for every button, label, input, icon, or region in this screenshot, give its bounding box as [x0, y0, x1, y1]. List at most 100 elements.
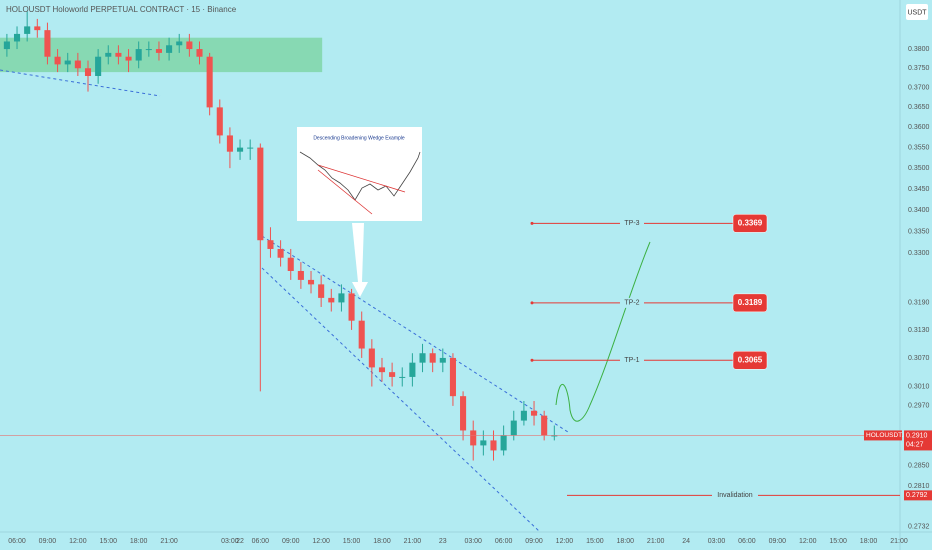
candle-body [186, 41, 193, 50]
y-tick-label: 0.3350 [908, 228, 930, 235]
candle-body [541, 415, 548, 436]
candle-body [530, 410, 538, 416]
y-tick-label: 0.3600 [908, 124, 930, 131]
inset-line [317, 169, 373, 215]
x-tick-label: 06:00 [8, 538, 26, 545]
x-tick-label: 15:00 [343, 538, 361, 545]
target-value-box [732, 351, 768, 370]
candle-body [64, 60, 71, 65]
invalidation-value-box [904, 490, 932, 501]
inset-example: Descending Broadening Wedge Example [297, 127, 422, 221]
candle-body [115, 52, 122, 57]
candle-body [338, 293, 345, 303]
x-tick-label: 03:00 [708, 538, 726, 545]
y-tick-label: 0.3400 [908, 207, 930, 214]
candle-body [84, 68, 92, 76]
x-tick-label: 18:00 [373, 538, 391, 545]
x-tick-label: 22 [236, 538, 244, 545]
target-value: 0.3369 [738, 218, 763, 227]
candle-body [500, 435, 507, 451]
x-tick-label: 09:00 [525, 538, 543, 545]
candle-body [460, 396, 467, 431]
candle-body [368, 348, 375, 368]
y-tick-label: 0.2732 [908, 524, 930, 531]
target-value: 0.3065 [738, 355, 763, 364]
levels-layer: TP-3 0.3369 TP-2 0.3189 TP-1 0.3065 Invalidati… [0, 214, 932, 501]
candle-body [196, 49, 203, 57]
candle-body [449, 357, 456, 397]
y-tick-label: 0.2970 [908, 403, 930, 410]
y-tick-label: 0.2810 [908, 483, 930, 490]
candle-body [44, 30, 51, 57]
target-name-bg [620, 297, 644, 308]
candle-body [74, 60, 81, 69]
y-tick-label: 0.3500 [908, 165, 930, 172]
candle-body [419, 353, 426, 363]
x-tick-label: 21:00 [890, 538, 908, 545]
y-tick-label: 0.3130 [908, 327, 930, 334]
zone-layer [0, 37, 323, 73]
x-tick-label: 12:00 [312, 538, 330, 545]
last-price-label: 0.2910 [906, 432, 928, 439]
invalidation-name: Invalidation [717, 492, 753, 499]
y-tick-label: 0.3800 [908, 46, 930, 53]
symbol-box [864, 430, 902, 441]
invalidation-value: 0.2792 [906, 492, 928, 499]
x-tick-label: 09:00 [282, 538, 300, 545]
target-name: TP-3 [624, 220, 639, 227]
target-dot [530, 221, 534, 225]
x-tick-label: 15:00 [586, 538, 604, 545]
trendline [261, 267, 541, 533]
candle-body [277, 248, 284, 258]
target-name-bg [620, 355, 644, 366]
y-tick-label: 0.2850 [908, 462, 930, 469]
x-tick-label: 09:00 [769, 538, 787, 545]
x-tick-label: 18:00 [130, 538, 148, 545]
candle-body [125, 56, 132, 61]
candle-body [145, 49, 152, 51]
candle-body [95, 56, 102, 76]
candle-body [135, 49, 142, 61]
inset-price [299, 151, 421, 201]
candle-body [34, 26, 41, 31]
candle-body [510, 420, 517, 436]
inset-title: Descending Broadening Wedge Example [313, 135, 405, 141]
y-tick-label: 0.3010 [908, 383, 930, 390]
y-tick-label: 0.3450 [908, 186, 930, 193]
candle-body [297, 270, 304, 280]
trendline [261, 235, 569, 433]
x-tick-label: 12:00 [69, 538, 87, 545]
chart-title: HOLOUSDT Holoworld PERPETUAL CONTRACT · … [6, 5, 237, 14]
target-dot [530, 358, 534, 362]
x-tick-label: 18:00 [860, 538, 878, 545]
currency-button[interactable] [906, 4, 928, 20]
y-tick-label: 0.3750 [908, 65, 930, 72]
target-value-box [732, 293, 768, 313]
invalidation-name-bg [712, 490, 758, 501]
candle-body [429, 353, 436, 363]
candle-body [358, 320, 365, 349]
y-tick-label: 0.3650 [908, 104, 930, 111]
candles-layer [3, 11, 558, 461]
target-value-box [732, 214, 768, 233]
candle-body [409, 362, 416, 377]
y-tick-label: 0.3550 [908, 144, 930, 151]
x-tick-label: 21:00 [160, 538, 178, 545]
last-price-box [904, 430, 932, 451]
x-tick-label: 03:00 [221, 538, 239, 545]
target-dot [530, 301, 534, 305]
x-tick-label: 03:00 [464, 538, 482, 545]
candle-body [470, 430, 477, 446]
candle-body [399, 376, 406, 378]
candle-body [237, 147, 244, 152]
candle-body [490, 440, 497, 451]
zone [0, 37, 323, 73]
candle-body [480, 440, 487, 446]
y-tick-label: 0.3700 [908, 85, 930, 92]
candle-body [551, 435, 558, 437]
candle-body [166, 45, 173, 53]
y-tick-label: 0.3190 [908, 299, 930, 306]
x-tick-label: 24 [682, 538, 690, 545]
